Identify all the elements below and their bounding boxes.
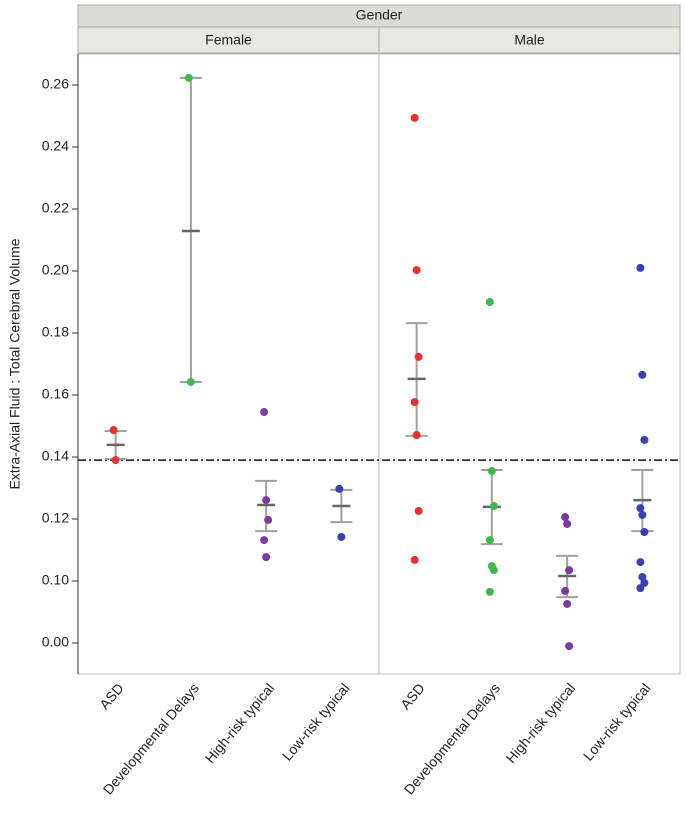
data-point bbox=[485, 587, 494, 596]
data-point bbox=[638, 510, 647, 519]
data-point bbox=[414, 506, 423, 515]
data-point bbox=[565, 566, 574, 575]
facet-header bbox=[77, 26, 380, 54]
y-tick-label: 0.14 bbox=[42, 448, 69, 464]
data-point bbox=[412, 266, 421, 275]
data-point bbox=[640, 528, 649, 537]
y-tick-label: 0.22 bbox=[42, 200, 69, 216]
panel bbox=[378, 53, 681, 675]
panel bbox=[77, 53, 380, 675]
y-tick-label: 0.26 bbox=[42, 76, 69, 92]
data-point bbox=[561, 513, 570, 522]
data-point bbox=[335, 484, 344, 493]
x-tick-label: High-risk typical bbox=[201, 680, 277, 766]
data-point bbox=[487, 466, 496, 475]
y-tick-label: 0.00 bbox=[42, 634, 69, 650]
data-point bbox=[111, 456, 120, 465]
facet-title: Gender bbox=[356, 7, 403, 23]
data-point bbox=[412, 430, 421, 439]
data-point bbox=[262, 553, 271, 562]
facet-label: Female bbox=[205, 32, 252, 48]
data-point bbox=[489, 566, 498, 575]
data-point bbox=[636, 263, 645, 272]
y-tick-label: 0.16 bbox=[42, 386, 69, 402]
data-point bbox=[636, 558, 645, 567]
data-point bbox=[414, 352, 423, 361]
data-point bbox=[638, 370, 647, 379]
data-point bbox=[410, 113, 419, 122]
x-tick-label: High-risk typical bbox=[502, 680, 578, 766]
data-point bbox=[563, 599, 572, 608]
data-point bbox=[337, 532, 346, 541]
y-tick-label: 0.18 bbox=[42, 324, 69, 340]
y-tick-label: 0.24 bbox=[42, 138, 69, 154]
data-point bbox=[565, 642, 574, 651]
data-point bbox=[260, 536, 269, 545]
x-tick-label: Low-risk typical bbox=[279, 680, 353, 764]
y-tick-label: 0.12 bbox=[42, 510, 69, 526]
data-point bbox=[636, 584, 645, 593]
x-tick-label: ASD bbox=[96, 680, 127, 712]
facet-header bbox=[378, 26, 681, 54]
y-axis-label: Extra-Axial Fluid : Total Cerebral Volum… bbox=[7, 238, 23, 489]
data-point bbox=[184, 73, 193, 82]
x-tick-label: ASD bbox=[397, 680, 428, 712]
data-point bbox=[640, 435, 649, 444]
data-point bbox=[410, 398, 419, 407]
data-point bbox=[563, 519, 572, 528]
data-point bbox=[262, 496, 271, 505]
data-point bbox=[410, 555, 419, 564]
y-tick-label: 0.20 bbox=[42, 262, 69, 278]
x-tick-label: Low-risk typical bbox=[580, 680, 654, 764]
data-point bbox=[260, 408, 269, 417]
data-point bbox=[264, 515, 273, 524]
facet-label: Male bbox=[514, 32, 545, 48]
data-point bbox=[485, 536, 494, 545]
data-point bbox=[109, 426, 118, 435]
data-point bbox=[636, 504, 645, 513]
y-tick-label: 0.10 bbox=[42, 572, 69, 588]
data-point bbox=[561, 586, 570, 595]
data-point bbox=[489, 501, 498, 510]
data-point bbox=[186, 377, 195, 386]
data-point bbox=[485, 298, 494, 306]
